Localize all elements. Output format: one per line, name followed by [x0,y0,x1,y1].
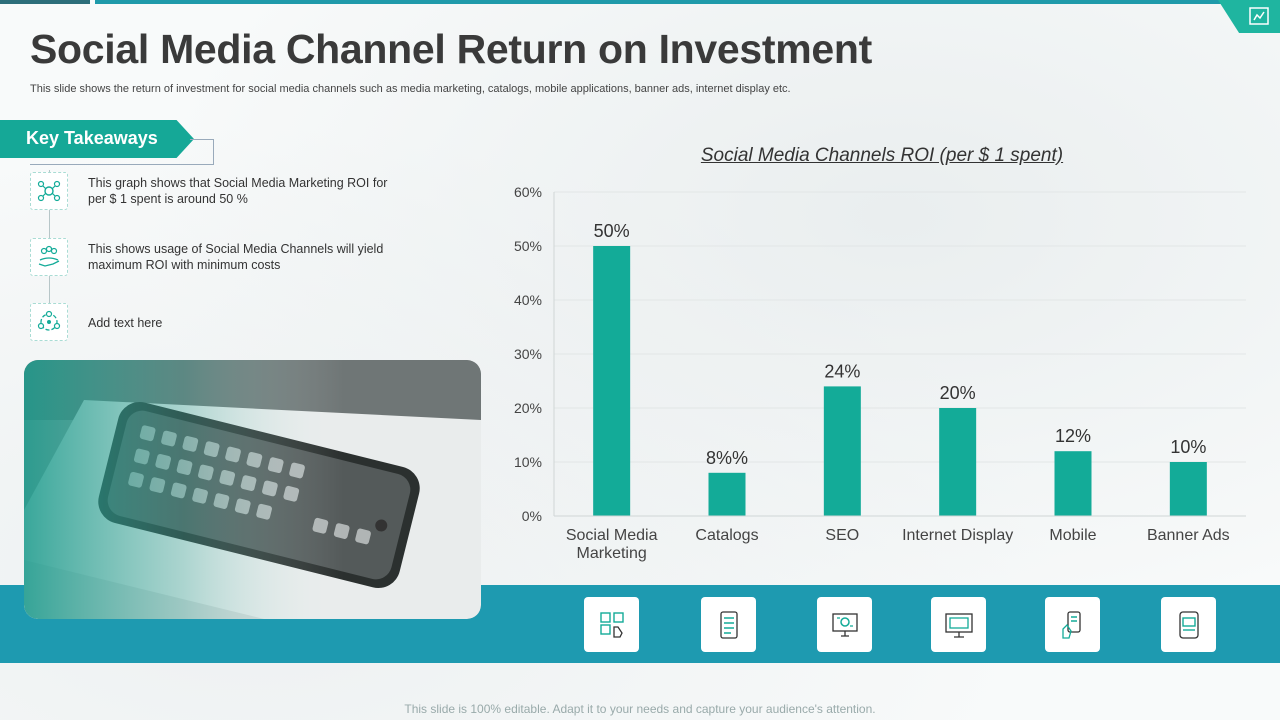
y-tick-label: 30% [514,346,542,362]
presentation-icon [1249,7,1269,25]
data-label: 10% [1170,437,1206,457]
phone-photo [24,360,481,619]
network-cycle-icon [30,303,68,341]
takeaway-text-2: This shows usage of Social Media Channel… [88,242,384,272]
x-tick-label: Mobile [1049,527,1096,544]
data-label: 8%% [706,448,748,468]
hand-people-icon [30,238,68,276]
page-subtitle: This slide shows the return of investmen… [30,83,791,95]
data-label: 20% [940,383,976,403]
roi-bar-chart: 0% 10% 20% 30% 40% 50% 60% 50% Social Media Marke… [514,184,1246,562]
data-label: 24% [824,361,860,381]
x-tick-label: Internet Display [902,527,1013,544]
top-accent-line [95,0,1280,4]
chart-title: Social Media Channels ROI (per $ 1 spent… [700,145,1064,166]
x-tick-label: Social Media Marketing [566,527,658,562]
bar-seo [823,386,861,516]
bar-social-media-marketing [593,246,631,516]
y-tick-label: 0% [522,508,542,524]
top-accent-line-dark [0,0,90,4]
social-media-hand-icon [584,597,639,652]
bar-mobile [1054,451,1092,516]
y-tick-label: 50% [514,238,542,254]
page-title: Social Media Channel Return on Investmen… [30,26,873,72]
catalog-list-icon [701,597,756,652]
bar-banner-ads [1169,462,1207,516]
footer-note: This slide is 100% editable. Adapt it to… [404,702,876,716]
tab-connector [190,139,214,165]
social-network-icon [30,172,68,210]
y-tick-label: 20% [514,400,542,416]
key-takeaways-tab: Key Takeaways [0,120,194,158]
x-tick-label: SEO [825,527,859,544]
seo-monitor-icon [817,597,872,652]
tab-divider [30,164,214,165]
y-tick-label: 10% [514,454,542,470]
x-tick-label: Banner Ads [1147,527,1230,544]
internet-display-icon [931,597,986,652]
takeaway-text-3: Add text here [88,316,163,330]
data-label: 50% [594,221,630,241]
takeaway-text-1: This graph shows that Social Media Marke… [88,176,388,206]
mobile-hand-icon [1045,597,1100,652]
bar-catalogs [708,472,746,516]
y-tick-label: 60% [514,184,542,200]
banner-ads-icon [1161,597,1216,652]
bar-internet-display [939,408,977,516]
data-label: 12% [1055,426,1091,446]
x-tick-label: Catalogs [695,527,758,544]
y-tick-label: 40% [514,292,542,308]
